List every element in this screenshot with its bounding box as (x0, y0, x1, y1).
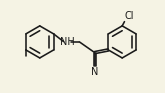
Text: NH: NH (60, 37, 75, 47)
Text: Cl: Cl (125, 11, 134, 21)
Text: N: N (91, 67, 98, 77)
